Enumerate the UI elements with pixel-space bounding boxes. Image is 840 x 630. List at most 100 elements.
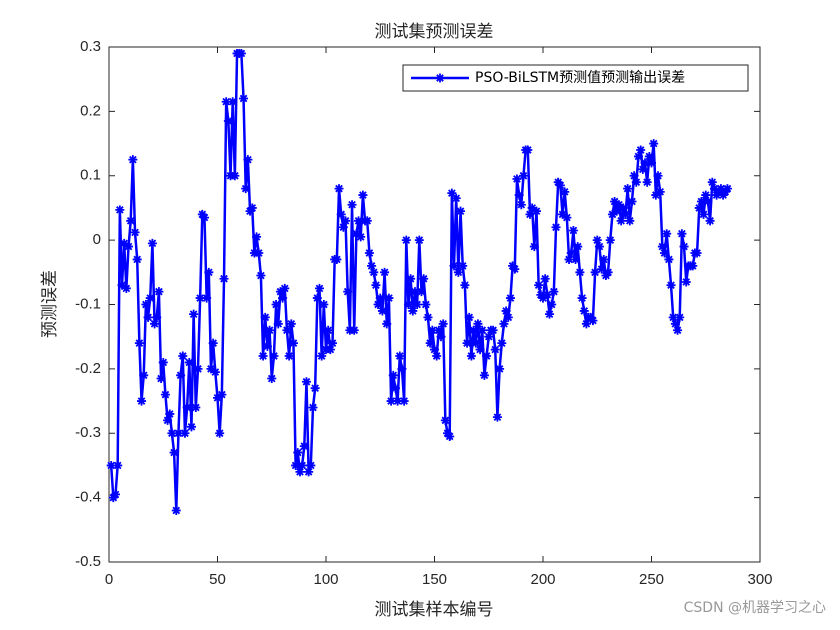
marker	[531, 206, 541, 216]
marker	[705, 216, 715, 226]
marker	[288, 338, 298, 348]
marker	[301, 377, 311, 387]
marker	[516, 200, 526, 210]
marker	[462, 338, 472, 348]
x-tick-label: 150	[422, 571, 447, 588]
marker	[343, 287, 353, 297]
y-tick-label: 0	[93, 231, 101, 248]
marker	[518, 171, 528, 181]
marker	[169, 448, 179, 458]
marker	[445, 431, 455, 441]
marker	[488, 325, 498, 335]
marker	[692, 248, 702, 258]
marker	[668, 312, 678, 322]
y-tick-label: -0.3	[75, 424, 101, 441]
marker	[304, 467, 314, 477]
marker	[286, 319, 296, 329]
marker	[210, 367, 220, 377]
marker	[603, 267, 613, 277]
marker	[386, 396, 396, 406]
chart-title: 测试集预测误差	[375, 22, 494, 42]
marker	[577, 293, 587, 303]
x-axis-label: 测试集样本编号	[375, 600, 494, 620]
marker	[709, 184, 719, 194]
legend-marker	[435, 73, 445, 83]
marker	[176, 370, 186, 380]
x-tick-label: 0	[105, 571, 113, 588]
marker	[610, 197, 620, 206]
marker	[206, 364, 216, 374]
x-tick-label: 50	[209, 571, 226, 588]
marker	[623, 184, 633, 194]
marker	[564, 254, 574, 264]
marker	[501, 306, 511, 316]
marker	[540, 274, 550, 284]
marker	[275, 287, 285, 297]
marker	[380, 267, 390, 277]
marker	[310, 383, 320, 393]
marker	[458, 261, 468, 271]
marker	[141, 300, 151, 309]
marker	[189, 309, 199, 319]
marker	[351, 229, 361, 239]
marker	[438, 319, 448, 329]
marker	[651, 190, 661, 200]
marker	[716, 184, 726, 194]
marker	[323, 325, 333, 335]
marker	[156, 374, 166, 384]
marker	[260, 312, 270, 322]
marker	[147, 238, 157, 248]
marker	[191, 403, 201, 412]
marker	[243, 155, 253, 165]
marker	[297, 460, 307, 470]
marker	[306, 460, 316, 470]
plot-area	[109, 47, 760, 562]
marker	[677, 229, 687, 239]
marker	[241, 184, 251, 194]
marker	[399, 396, 409, 406]
marker	[568, 225, 578, 235]
marker	[280, 283, 290, 293]
marker	[284, 351, 294, 361]
marker	[571, 254, 581, 264]
marker	[484, 332, 494, 342]
marker	[117, 280, 127, 290]
marker	[581, 319, 591, 329]
marker	[681, 277, 691, 287]
marker	[262, 341, 272, 351]
marker	[252, 232, 262, 242]
marker	[137, 396, 147, 406]
marker	[152, 312, 162, 322]
marker	[573, 242, 583, 252]
marker	[505, 293, 515, 303]
marker	[497, 338, 507, 348]
marker	[373, 300, 383, 309]
x-tick-label: 250	[639, 571, 664, 588]
marker	[247, 203, 257, 213]
marker	[338, 222, 348, 232]
marker	[479, 370, 489, 380]
marker	[644, 151, 654, 161]
marker	[707, 177, 717, 187]
marker	[367, 261, 377, 271]
marker	[510, 264, 520, 274]
y-tick-label: -0.2	[75, 360, 101, 377]
marker	[419, 274, 429, 284]
marker	[514, 190, 524, 200]
marker	[230, 171, 240, 181]
marker	[466, 351, 476, 361]
marker	[525, 209, 535, 219]
marker	[673, 325, 683, 335]
marker	[436, 332, 446, 342]
marker	[607, 209, 617, 219]
marker	[395, 351, 405, 361]
marker	[256, 271, 266, 281]
marker	[341, 216, 351, 226]
marker	[575, 267, 585, 277]
marker	[195, 293, 205, 303]
marker	[447, 188, 457, 198]
marker	[356, 232, 366, 242]
marker	[221, 97, 231, 107]
marker	[627, 197, 637, 206]
